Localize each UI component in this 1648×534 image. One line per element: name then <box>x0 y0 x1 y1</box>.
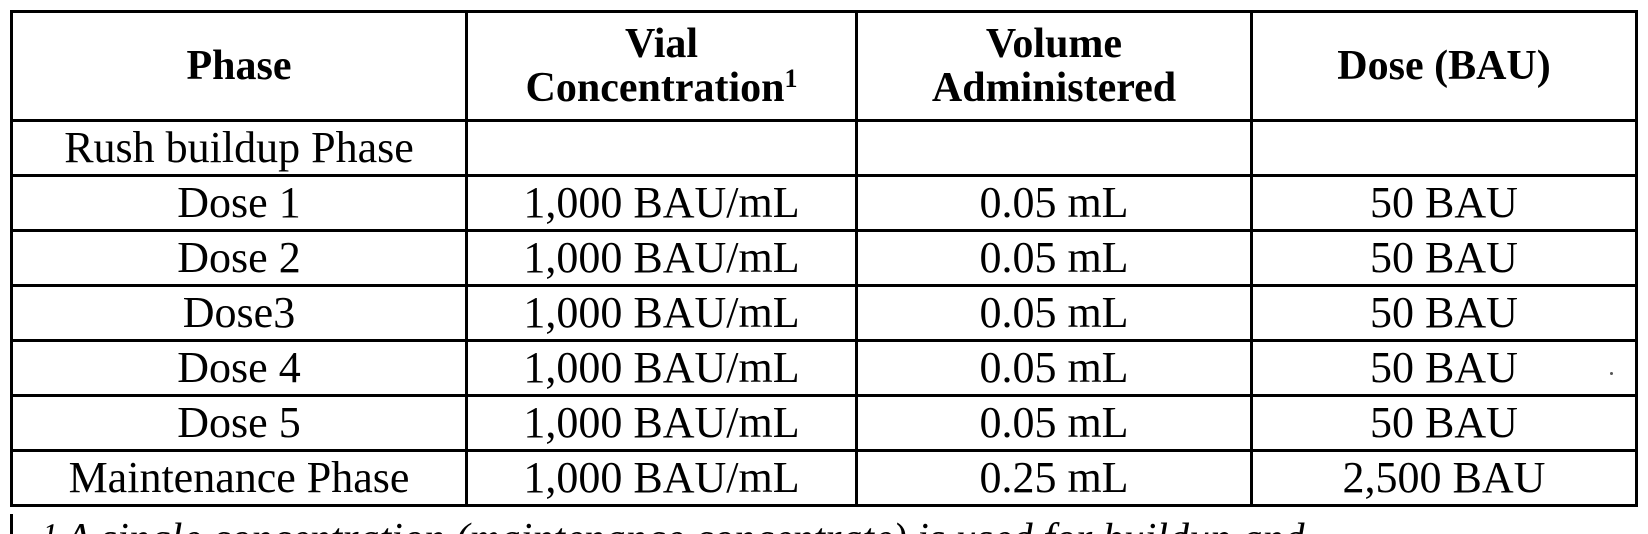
table-row: Maintenance Phase 1,000 BAU/mL 0.25 mL 2… <box>12 451 1637 506</box>
cell-concentration: 1,000 BAU/mL <box>467 176 857 231</box>
cell-phase: Dose 4 <box>12 341 467 396</box>
cell-dose: 50 BAU <box>1252 176 1637 231</box>
cell-phase: Maintenance Phase <box>12 451 467 506</box>
table-row: Dose 4 1,000 BAU/mL 0.05 mL 50 BAU <box>12 341 1637 396</box>
header-phase: Phase <box>12 12 467 121</box>
cell-concentration: 1,000 BAU/mL <box>467 396 857 451</box>
table-row: Rush buildup Phase <box>12 121 1637 176</box>
cell-volume: 0.05 mL <box>857 396 1252 451</box>
table-row: Dose 2 1,000 BAU/mL 0.05 mL 50 BAU <box>12 231 1637 286</box>
table-row: Dose 1 1,000 BAU/mL 0.05 mL 50 BAU <box>12 176 1637 231</box>
scan-speck <box>1610 372 1613 375</box>
cell-dose: 2,500 BAU <box>1252 451 1637 506</box>
cell-dose: 50 BAU <box>1252 396 1637 451</box>
footnote-partial: ¹ A single concentration (maintenance co… <box>10 514 1638 534</box>
table-row: Dose 5 1,000 BAU/mL 0.05 mL 50 BAU <box>12 396 1637 451</box>
dose-schedule-table: Phase VialConcentration1 VolumeAdministe… <box>10 10 1638 507</box>
table-row: Dose3 1,000 BAU/mL 0.05 mL 50 BAU <box>12 286 1637 341</box>
cell-concentration: 1,000 BAU/mL <box>467 286 857 341</box>
footnote-marker: 1 <box>784 64 797 93</box>
cell-dose: 50 BAU <box>1252 231 1637 286</box>
cell-dose: 50 BAU <box>1252 341 1637 396</box>
cell-phase: Dose 5 <box>12 396 467 451</box>
cell-volume: 0.05 mL <box>857 231 1252 286</box>
header-dose: Dose (BAU) <box>1252 12 1637 121</box>
header-vial-concentration: VialConcentration1 <box>467 12 857 121</box>
cell-volume <box>857 121 1252 176</box>
cell-phase: Dose3 <box>12 286 467 341</box>
cell-volume: 0.25 mL <box>857 451 1252 506</box>
footnote-text: ¹ A single concentration (maintenance co… <box>43 518 1305 534</box>
cell-phase: Rush buildup Phase <box>12 121 467 176</box>
cell-concentration <box>467 121 857 176</box>
cell-concentration: 1,000 BAU/mL <box>467 341 857 396</box>
header-row: Phase VialConcentration1 VolumeAdministe… <box>12 12 1637 121</box>
cell-dose: 50 BAU <box>1252 286 1637 341</box>
cell-concentration: 1,000 BAU/mL <box>467 231 857 286</box>
cell-concentration: 1,000 BAU/mL <box>467 451 857 506</box>
cell-dose <box>1252 121 1637 176</box>
cell-phase: Dose 1 <box>12 176 467 231</box>
cell-phase: Dose 2 <box>12 231 467 286</box>
cell-volume: 0.05 mL <box>857 341 1252 396</box>
cell-volume: 0.05 mL <box>857 176 1252 231</box>
cell-volume: 0.05 mL <box>857 286 1252 341</box>
header-volume-administered: VolumeAdministered <box>857 12 1252 121</box>
